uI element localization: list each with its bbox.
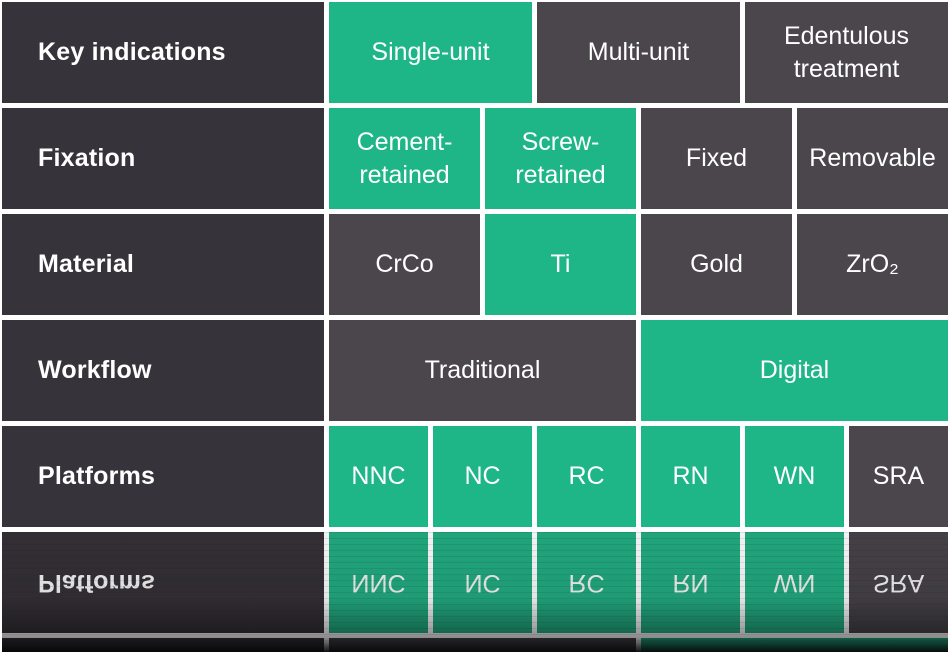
option-nnc[interactable]: NNC bbox=[329, 426, 428, 527]
option-wn[interactable]: WN bbox=[745, 426, 844, 527]
row-label-key-indications: Key indications bbox=[2, 2, 324, 103]
row-label-platforms-reflection: Platforms bbox=[2, 532, 324, 633]
row-options-reflection: Traditional Digital bbox=[329, 638, 948, 652]
option-nc-reflection: NC bbox=[433, 532, 532, 633]
option-single-unit[interactable]: Single-unit bbox=[329, 2, 532, 103]
option-rc[interactable]: RC bbox=[537, 426, 636, 527]
row-options: Traditional Digital bbox=[329, 320, 948, 421]
row-options: CrCo Ti Gold ZrO₂ bbox=[329, 214, 948, 315]
option-zro[interactable]: ZrO₂ bbox=[797, 214, 948, 315]
option-cement-retained[interactable]: Cement-retained bbox=[329, 108, 480, 209]
option-digital-reflection: Digital bbox=[641, 638, 948, 652]
option-fixed[interactable]: Fixed bbox=[641, 108, 792, 209]
option-gold[interactable]: Gold bbox=[641, 214, 792, 315]
row-label-workflow-reflection: Workflow bbox=[2, 638, 324, 652]
option-crco[interactable]: CrCo bbox=[329, 214, 480, 315]
table-row-fixation: Fixation Cement-retained Screw-retained Fix… bbox=[2, 108, 948, 209]
row-options: Cement-retained Screw-retained Fixed Remova… bbox=[329, 108, 948, 209]
attribute-table: Key indications Single-unit Multi-unit Eden… bbox=[2, 2, 948, 527]
option-screw-retained[interactable]: Screw-retained bbox=[485, 108, 636, 209]
row-options: Single-unit Multi-unit Edentulous treatmen… bbox=[329, 2, 948, 103]
option-rc-reflection: RC bbox=[537, 532, 636, 633]
row-options-reflection: NNC NC RC RN WN SRA bbox=[329, 532, 948, 633]
option-rn[interactable]: RN bbox=[641, 426, 740, 527]
option-multi-unit[interactable]: Multi-unit bbox=[537, 2, 740, 103]
option-rn-reflection: RN bbox=[641, 532, 740, 633]
row-label-material: Material bbox=[2, 214, 324, 315]
option-ti[interactable]: Ti bbox=[485, 214, 636, 315]
row-options: NNC NC RC RN WN SRA bbox=[329, 426, 948, 527]
table-reflection: Key indicationsSingle-unitMulti-unitEden… bbox=[2, 532, 948, 652]
option-sra-reflection: SRA bbox=[849, 532, 948, 633]
option-digital[interactable]: Digital bbox=[641, 320, 948, 421]
option-removable[interactable]: Removable bbox=[797, 108, 948, 209]
table-row-workflow: Workflow Traditional Digital bbox=[2, 320, 948, 421]
option-traditional[interactable]: Traditional bbox=[329, 320, 636, 421]
option-nnc-reflection: NNC bbox=[329, 532, 428, 633]
option-sra[interactable]: SRA bbox=[849, 426, 948, 527]
option-edentulous-treatment[interactable]: Edentulous treatment bbox=[745, 2, 948, 103]
row-label-fixation: Fixation bbox=[2, 108, 324, 209]
option-traditional-reflection: Traditional bbox=[329, 638, 636, 652]
table-row-material: Material CrCo Ti Gold ZrO₂ bbox=[2, 214, 948, 315]
row-label-platforms: Platforms bbox=[2, 426, 324, 527]
attribute-table-reflection: Key indicationsSingle-unitMulti-unitEden… bbox=[2, 532, 948, 652]
table-row-platforms-reflection: Platforms NNC NC RC RN WN SRA bbox=[2, 532, 948, 633]
row-label-workflow: Workflow bbox=[2, 320, 324, 421]
table-row-workflow-reflection: Workflow Traditional Digital bbox=[2, 638, 948, 652]
table-row-key-indications: Key indications Single-unit Multi-unit Eden… bbox=[2, 2, 948, 103]
option-wn-reflection: WN bbox=[745, 532, 844, 633]
option-nc[interactable]: NC bbox=[433, 426, 532, 527]
table-row-platforms: Platforms NNC NC RC RN WN SRA bbox=[2, 426, 948, 527]
